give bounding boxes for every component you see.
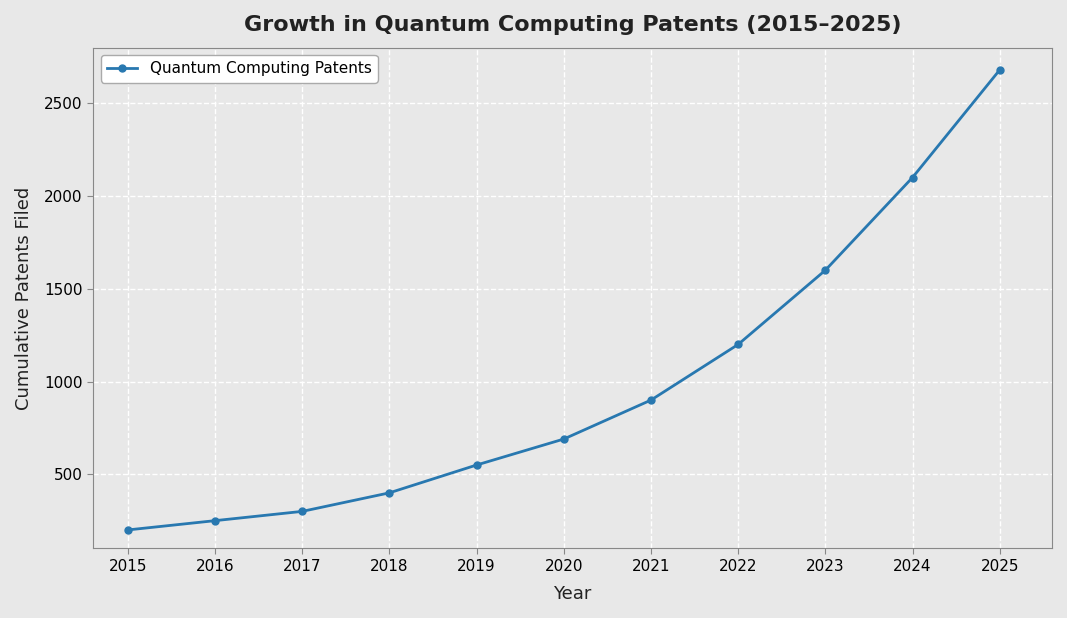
Quantum Computing Patents bbox=[557, 435, 570, 442]
Legend: Quantum Computing Patents: Quantum Computing Patents bbox=[100, 55, 378, 83]
Quantum Computing Patents bbox=[383, 489, 396, 496]
Quantum Computing Patents bbox=[122, 526, 134, 533]
Quantum Computing Patents bbox=[296, 507, 308, 515]
Quantum Computing Patents bbox=[819, 266, 832, 274]
Line: Quantum Computing Patents: Quantum Computing Patents bbox=[125, 67, 1003, 533]
Quantum Computing Patents bbox=[906, 174, 919, 181]
Quantum Computing Patents bbox=[732, 341, 745, 348]
Quantum Computing Patents bbox=[644, 396, 657, 404]
X-axis label: Year: Year bbox=[554, 585, 592, 603]
Quantum Computing Patents bbox=[209, 517, 222, 524]
Y-axis label: Cumulative Patents Filed: Cumulative Patents Filed bbox=[15, 187, 33, 410]
Quantum Computing Patents bbox=[993, 66, 1006, 74]
Quantum Computing Patents bbox=[471, 461, 483, 468]
Title: Growth in Quantum Computing Patents (2015–2025): Growth in Quantum Computing Patents (201… bbox=[243, 15, 902, 35]
